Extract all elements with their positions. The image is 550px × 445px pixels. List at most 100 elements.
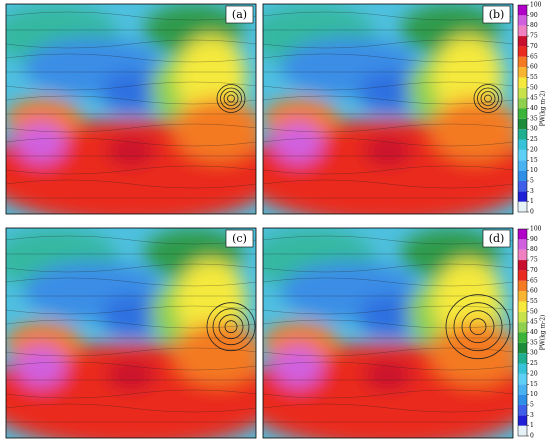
colorbar-segment xyxy=(518,415,527,426)
colorbar-tick-label: 30 xyxy=(530,126,538,133)
cyclone-ring xyxy=(220,87,242,110)
moist-zone xyxy=(430,98,513,162)
map-panel xyxy=(263,4,513,214)
colorbar-segment xyxy=(518,239,527,250)
cyclone-ring xyxy=(473,84,503,113)
very-moist-zone xyxy=(16,121,66,164)
colorbar-tick-label: 1 xyxy=(530,198,534,205)
panel-label: (b) xyxy=(489,8,505,21)
colorbar-segment xyxy=(518,311,527,323)
colorbar-title: PW(kg m-2) xyxy=(540,315,547,351)
streamline xyxy=(6,53,256,63)
streamline xyxy=(263,277,513,287)
streamline xyxy=(6,389,256,399)
colorbar-segment xyxy=(518,249,527,261)
colorbar-segment xyxy=(518,394,527,405)
map-field xyxy=(263,4,513,214)
humid-zone xyxy=(176,35,246,120)
streamline xyxy=(6,179,256,189)
very-moist-zone xyxy=(273,121,323,164)
colorbar-tick-label: 40 xyxy=(530,329,538,336)
colorbar-tick-label: 0 xyxy=(530,433,534,440)
colorbar-segment xyxy=(518,404,527,416)
colorbar-segment xyxy=(518,201,527,212)
cyclone-ring xyxy=(224,320,238,334)
dry-zone xyxy=(358,71,418,114)
streamline xyxy=(6,39,256,49)
streamline xyxy=(263,235,513,245)
colorbar-segment xyxy=(518,46,527,57)
colorbar-tick-label: 60 xyxy=(530,64,538,71)
streamline xyxy=(263,305,513,315)
streamline xyxy=(6,137,256,147)
colorbar-segment xyxy=(518,353,527,364)
colorbar-title: PW(kg m-2) xyxy=(540,91,547,127)
cyclone-ring xyxy=(445,294,511,360)
streamline xyxy=(263,347,513,357)
colorbar-tick-label: 3 xyxy=(530,188,534,195)
cyclone-ring xyxy=(223,91,239,106)
colorbar-segment xyxy=(518,332,527,343)
colorbar-tick-label: 25 xyxy=(530,136,538,143)
colorbar-segment xyxy=(518,373,527,385)
streamline xyxy=(263,403,513,413)
cyclone-ring xyxy=(218,314,244,340)
moist-zone xyxy=(173,98,256,162)
cyclone-ring xyxy=(206,302,256,352)
cyclone-ring xyxy=(212,308,250,346)
map-field xyxy=(6,228,256,438)
colorbar-tick-label: 75 xyxy=(530,257,538,264)
streamline xyxy=(6,403,256,413)
streamline xyxy=(263,39,513,49)
colorbar-segment xyxy=(518,342,527,354)
colorbar-segment xyxy=(518,108,527,119)
streamline xyxy=(263,179,513,189)
map-field xyxy=(6,4,256,214)
streamline xyxy=(263,389,513,399)
colorbar-segment xyxy=(518,139,527,150)
streamline xyxy=(6,123,256,133)
colorbar-segment xyxy=(518,5,527,16)
colorbar-tick-label: 60 xyxy=(530,288,538,295)
map-panel xyxy=(6,228,256,438)
streamline xyxy=(263,123,513,133)
colorbar-tick-label: 65 xyxy=(530,277,538,284)
colorbar-tick-label: 5 xyxy=(530,177,534,184)
colorbar-tick-label: 10 xyxy=(530,167,538,174)
panel-frame xyxy=(262,3,514,215)
map-panel xyxy=(6,4,256,214)
colorbar-segment xyxy=(518,270,527,281)
streamline xyxy=(6,11,256,21)
panel-label: (c) xyxy=(232,232,247,245)
colorbar-tick-label: 50 xyxy=(530,84,538,91)
streamline xyxy=(263,11,513,21)
cyclone-ring xyxy=(227,94,235,103)
humid-zone xyxy=(433,35,503,120)
colorbar-tick-label: 35 xyxy=(530,339,538,346)
colorbar-tick-label: 20 xyxy=(530,146,538,153)
streamline xyxy=(263,361,513,371)
label-box xyxy=(482,229,511,248)
streamline xyxy=(263,137,513,147)
cyclone-ring xyxy=(216,84,246,113)
panel-frame xyxy=(262,227,514,439)
colorbar-tick-label: 45 xyxy=(530,319,538,326)
moist-zone xyxy=(173,322,256,386)
colorbar-segment xyxy=(518,363,527,374)
colorbar-segment xyxy=(518,301,527,312)
colorbar-tick-label: 30 xyxy=(530,350,538,357)
colorbar-tick-label: 90 xyxy=(530,12,538,19)
colorbar-tick-label: 70 xyxy=(530,43,538,50)
colorbar-tick-label: 3 xyxy=(530,412,534,419)
panel-label: (a) xyxy=(232,8,247,21)
cyclone-ring xyxy=(480,91,496,106)
colorbar-segment xyxy=(518,25,527,37)
colorbar-tick-label: 80 xyxy=(530,22,538,29)
cyclone-ring xyxy=(461,310,495,344)
dry-zone xyxy=(358,295,418,338)
colorbar-segment xyxy=(518,280,527,292)
colorbar-tick-label: 100 xyxy=(530,226,542,233)
colorbar-tick-label: 15 xyxy=(530,157,538,164)
streamline xyxy=(6,277,256,287)
colorbar-tick-label: 45 xyxy=(530,95,538,102)
